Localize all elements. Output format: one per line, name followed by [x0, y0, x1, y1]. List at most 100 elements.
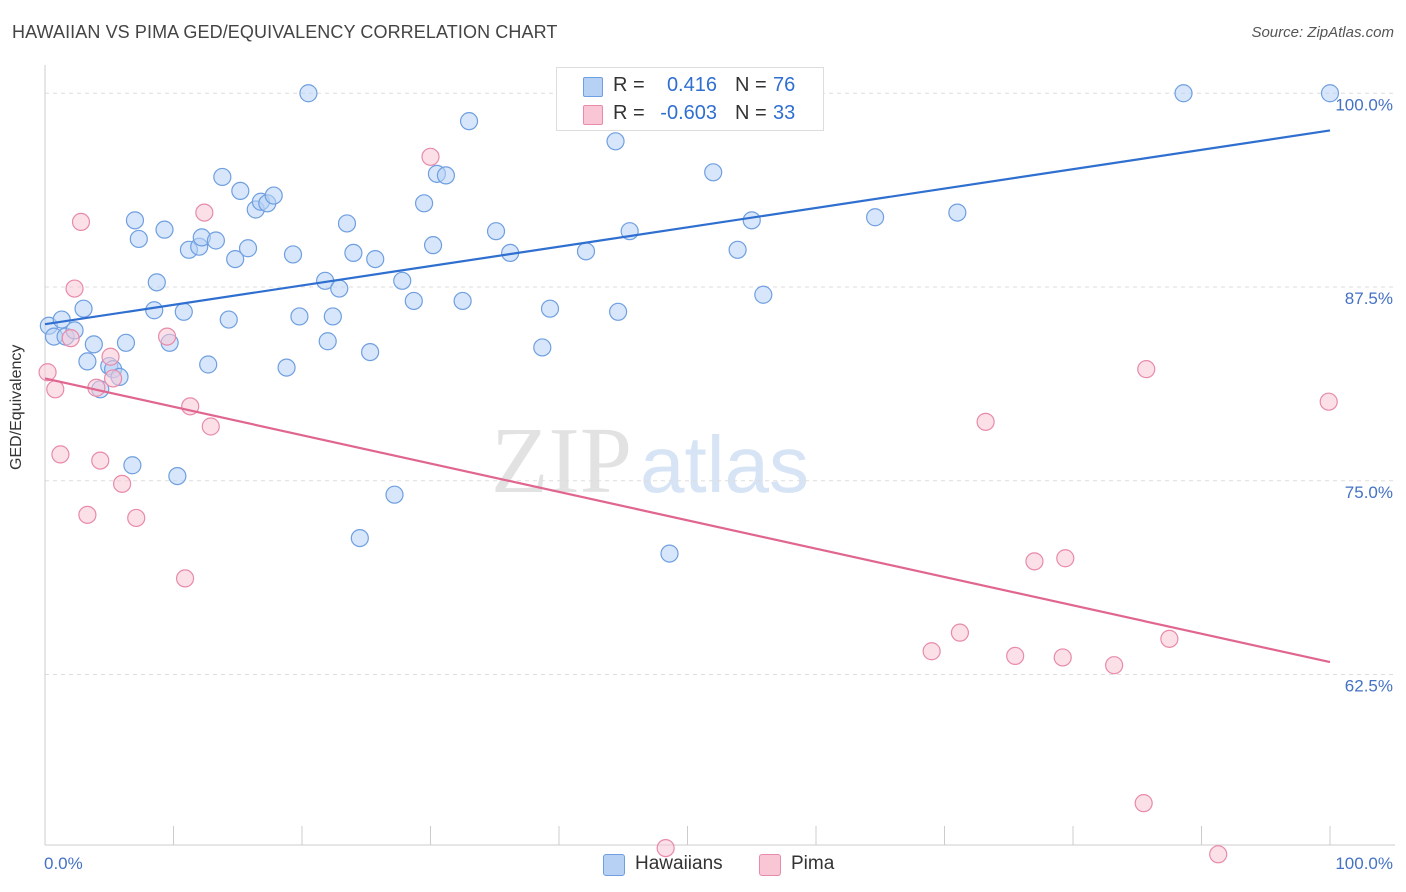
- hawaiians-point: [147, 273, 166, 292]
- r-label: R =: [613, 74, 645, 96]
- pima-point: [1105, 656, 1124, 675]
- hawaiians-point: [199, 355, 218, 374]
- n-label: N =: [735, 102, 767, 124]
- hawaiians-point: [213, 167, 232, 187]
- n-value: 76: [773, 74, 796, 96]
- hawaiians-point: [704, 163, 723, 182]
- pima-point: [51, 445, 70, 464]
- hawaiians-point: [238, 239, 258, 258]
- pima-point: [421, 147, 440, 166]
- n-value: 33: [773, 102, 796, 124]
- grid-lines: [45, 92, 1395, 675]
- hawaiians-point: [366, 250, 385, 269]
- pima-point: [1134, 794, 1153, 813]
- hawaiians-point: [337, 214, 357, 233]
- pima-point: [61, 329, 80, 348]
- pima-point: [976, 412, 995, 431]
- pima-point: [1006, 646, 1025, 666]
- pima-point: [950, 623, 970, 642]
- x-tick-label: 100.0%: [1335, 854, 1393, 873]
- pima-trend-line: [44, 377, 1331, 664]
- hawaiians-point: [174, 302, 193, 321]
- hawaiians-point: [414, 194, 434, 213]
- hawaiians-point: [277, 358, 296, 377]
- pima-point: [65, 279, 84, 298]
- r-value: -0.603: [660, 102, 717, 124]
- hawaiians-point: [74, 299, 93, 318]
- hawaiians-point: [129, 229, 148, 249]
- pima-point: [1209, 845, 1228, 864]
- pima-point: [1319, 392, 1338, 411]
- hawaiians-point: [226, 250, 245, 269]
- pima-point: [101, 347, 120, 366]
- hawaiians-point: [125, 211, 145, 230]
- hawaiians-point: [423, 236, 443, 255]
- watermark-zip: ZIP: [491, 409, 632, 513]
- hawaiians-swatch: [583, 77, 603, 97]
- hawaiians-point: [318, 332, 337, 351]
- stats-legend-row-hawaiians: R = 0.416 N = 76: [557, 71, 823, 101]
- axes: [44, 65, 1395, 846]
- series-legend: Hawaiians Pima: [0, 852, 1406, 878]
- pima-point: [46, 380, 65, 399]
- hawaiians-point: [155, 220, 174, 239]
- y-tick-label: 100.0%: [1335, 95, 1393, 114]
- x-tick-label: 0.0%: [44, 854, 83, 873]
- y-axis-label: GED/Equivalency: [8, 344, 25, 470]
- trend-lines: [44, 129, 1331, 664]
- hawaiians-point: [206, 231, 226, 250]
- hawaiians-point: [78, 352, 97, 371]
- hawaiians-point: [361, 343, 380, 362]
- hawaiians-point: [728, 240, 747, 259]
- hawaiians-point: [323, 307, 342, 326]
- stats-legend: R = 0.416 N = 76 R = -0.603 N = 33: [556, 67, 824, 131]
- hawaiians-point: [754, 285, 773, 304]
- hawaiians-point: [576, 242, 596, 261]
- hawaiians-legend-swatch: [603, 854, 625, 876]
- pima-point: [38, 363, 57, 382]
- pima-point: [201, 417, 220, 436]
- hawaiians-point: [283, 245, 303, 264]
- hawaiians-point: [436, 166, 456, 185]
- hawaiians-points: [39, 84, 1340, 563]
- pima-point: [91, 451, 110, 470]
- pima-point: [175, 569, 195, 588]
- y-tick-label: 62.5%: [1345, 677, 1393, 696]
- legend-label-hawaiians: Hawaiians: [635, 853, 723, 874]
- hawaiians-point: [486, 222, 506, 241]
- hawaiians-point: [385, 485, 404, 504]
- hawaiians-point: [116, 333, 136, 352]
- hawaiians-point: [606, 132, 625, 151]
- pima-point: [127, 508, 146, 528]
- hawaiians-point: [660, 544, 679, 563]
- hawaiians-point: [123, 456, 142, 475]
- pima-point: [195, 203, 214, 222]
- hawaiians-point: [264, 186, 283, 205]
- stats-legend-row-pima: R = -0.603 N = 33: [557, 99, 823, 129]
- pima-point: [1025, 552, 1044, 571]
- watermark: ZIP atlas: [491, 409, 809, 513]
- hawaiians-point: [299, 84, 318, 103]
- pima-point: [71, 212, 91, 231]
- watermark-atlas: atlas: [640, 420, 809, 509]
- pima-point: [1137, 360, 1156, 379]
- r-value: 0.416: [666, 74, 717, 96]
- hawaiians-point: [404, 291, 423, 311]
- pima-point: [1056, 549, 1075, 568]
- pima-legend-swatch: [759, 854, 781, 876]
- hawaiians-point: [84, 335, 103, 354]
- hawaiians-point: [344, 243, 363, 262]
- hawaiians-point: [948, 203, 967, 222]
- pima-point: [157, 327, 177, 346]
- pima-point: [78, 505, 97, 524]
- hawaiians-point: [330, 279, 349, 298]
- hawaiians-point: [742, 211, 761, 230]
- legend-label-pima: Pima: [791, 853, 835, 874]
- hawaiians-point: [1174, 84, 1193, 103]
- hawaiians-point: [231, 181, 250, 200]
- pima-point: [1053, 648, 1072, 667]
- pima-point: [656, 838, 675, 858]
- hawaiians-point: [533, 338, 552, 357]
- r-label: R =: [613, 102, 645, 124]
- hawaiians-point: [168, 467, 187, 486]
